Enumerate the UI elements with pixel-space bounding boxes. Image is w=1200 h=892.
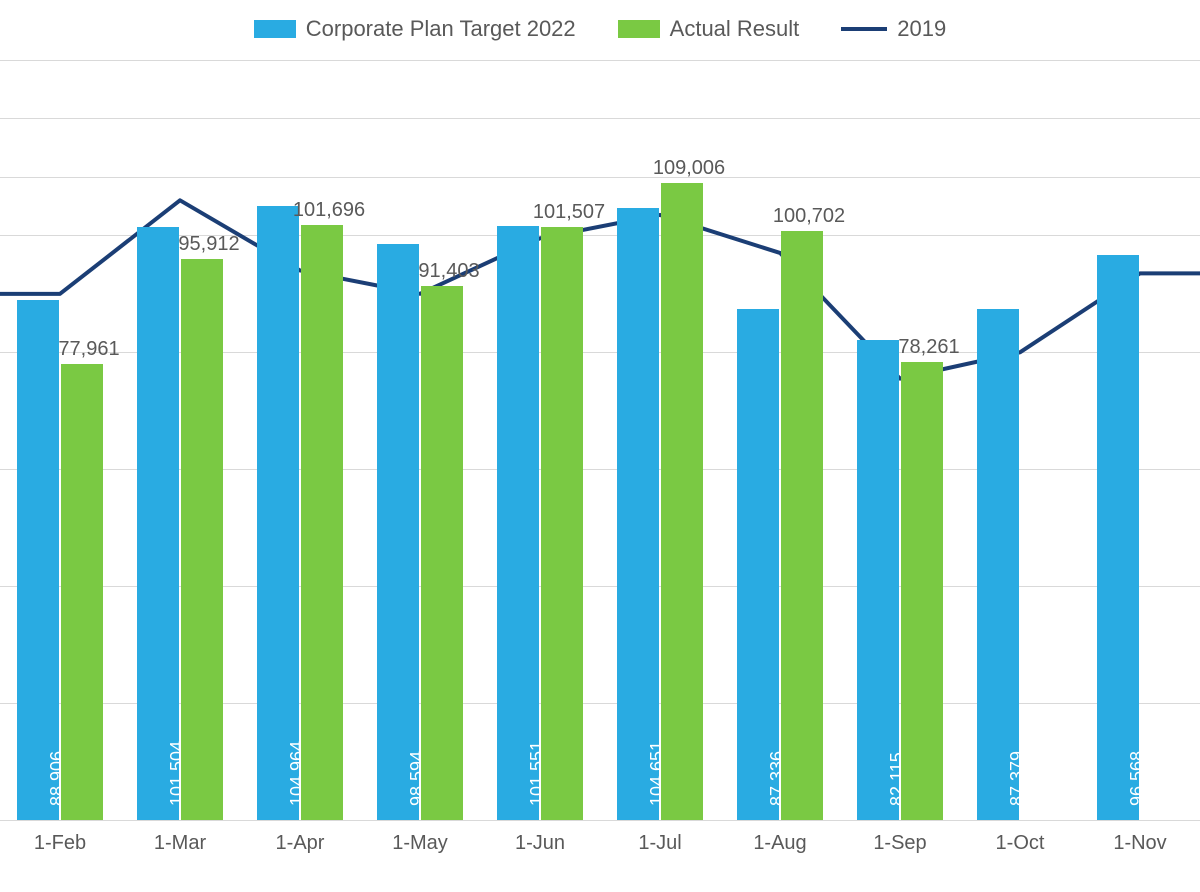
bar-actual-label: 100,702	[764, 205, 854, 228]
legend-item-target: Corporate Plan Target 2022	[254, 16, 576, 42]
plot-area: 88,90677,961101,50495,912104,964101,6969…	[0, 60, 1200, 820]
bar-actual	[901, 362, 943, 820]
bar-target	[377, 244, 419, 820]
bar-target-label: 87,379	[1007, 751, 1028, 806]
bar-actual-label: 109,006	[644, 157, 734, 180]
x-tick-label: 1-Sep	[873, 832, 926, 855]
bar-target	[977, 309, 1019, 820]
bar-actual	[61, 364, 103, 820]
legend-label-line: 2019	[897, 16, 946, 42]
legend-label-target: Corporate Plan Target 2022	[306, 16, 576, 42]
gridline	[0, 820, 1200, 821]
legend-swatch-target	[254, 20, 296, 38]
line-series-svg	[0, 60, 1200, 820]
x-tick-label: 1-May	[392, 832, 448, 855]
x-tick-label: 1-Jul	[638, 832, 681, 855]
bar-actual	[181, 259, 223, 820]
bar-target	[737, 309, 779, 820]
bar-actual-label: 77,961	[44, 338, 134, 361]
x-tick-label: 1-Feb	[34, 832, 86, 855]
bar-actual-label: 101,507	[524, 201, 614, 224]
bar-target	[857, 340, 899, 820]
chart-container: Corporate Plan Target 2022 Actual Result…	[0, 0, 1200, 892]
bar-target	[17, 300, 59, 820]
x-tick-label: 1-Jun	[515, 832, 565, 855]
x-axis: 1-Feb 1-Mar 1-Apr 1-May 1-Jun 1-Jul 1-Aug 1-Sep…	[0, 826, 1200, 876]
bar-target-label: 96,568	[1127, 751, 1148, 806]
bar-target	[257, 206, 299, 820]
x-tick-label: 1-Mar	[154, 832, 206, 855]
bar-target	[137, 227, 179, 820]
bar-actual-label: 101,696	[284, 199, 374, 222]
bar-actual	[781, 231, 823, 820]
bar-actual	[661, 183, 703, 820]
bar-target	[617, 208, 659, 820]
bar-target	[1097, 255, 1139, 820]
bar-actual-label: 95,912	[164, 233, 254, 256]
bar-actual	[421, 286, 463, 820]
x-tick-label: 1-Apr	[276, 832, 325, 855]
bar-actual-label: 78,261	[884, 336, 974, 359]
legend-swatch-actual	[618, 20, 660, 38]
legend-swatch-line	[841, 27, 887, 31]
bar-actual	[541, 227, 583, 820]
bar-actual-label: 91,403	[404, 260, 494, 283]
x-tick-label: 1-Oct	[996, 832, 1045, 855]
legend: Corporate Plan Target 2022 Actual Result…	[0, 16, 1200, 42]
x-tick-label: 1-Nov	[1113, 832, 1166, 855]
line-series	[0, 200, 1200, 378]
legend-label-actual: Actual Result	[670, 16, 800, 42]
x-tick-label: 1-Aug	[753, 832, 806, 855]
bar-target	[497, 226, 539, 820]
legend-item-line: 2019	[841, 16, 946, 42]
bar-actual	[301, 225, 343, 820]
legend-item-actual: Actual Result	[618, 16, 800, 42]
